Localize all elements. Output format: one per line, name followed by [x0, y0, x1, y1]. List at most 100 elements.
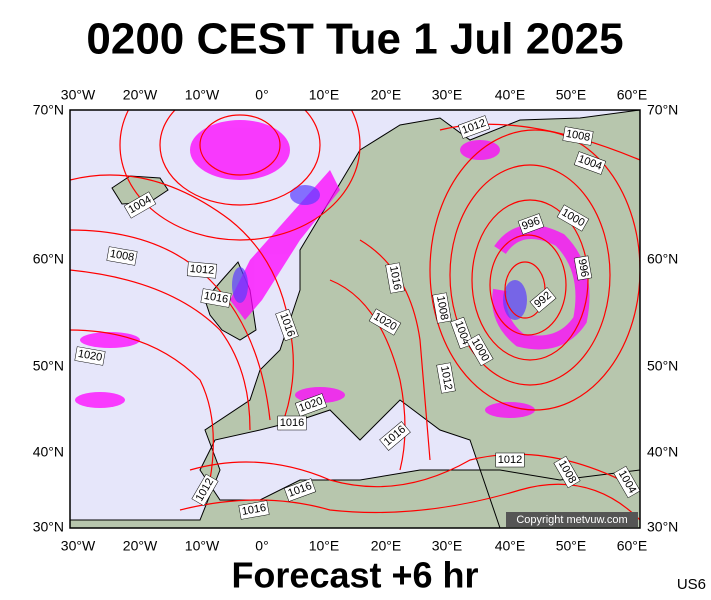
isobar-label-box	[186, 261, 218, 279]
longitude-label: 20°W	[123, 538, 158, 554]
heavy-precipitation	[232, 185, 527, 320]
isobar	[179, 483, 640, 521]
latitude-label: 40°N	[647, 444, 678, 460]
precip-area	[190, 120, 290, 180]
precip-core	[503, 280, 527, 320]
longitude-label: 20°E	[371, 87, 402, 103]
isobar-label-box	[556, 204, 590, 232]
longitude-label: 30°W	[61, 538, 96, 554]
forecast-label: Forecast +6 hr	[231, 555, 478, 596]
isobar-label-box	[123, 191, 157, 219]
isobar-label-box	[106, 246, 138, 266]
longitude-label: 30°E	[432, 87, 463, 103]
isobar-label: 1008	[106, 246, 138, 266]
precip-core	[290, 185, 320, 205]
isobar-label-box	[613, 465, 640, 499]
isobar-label-box	[294, 393, 328, 417]
isobar-label-box	[466, 333, 494, 367]
isobar	[70, 174, 294, 431]
isobar	[70, 329, 214, 481]
isobar-label-box	[573, 255, 593, 281]
isobar-value: 1012	[438, 365, 454, 391]
latitude-label: 60°N	[33, 251, 64, 267]
isobar-label-box	[495, 452, 525, 468]
precip-area	[230, 170, 340, 320]
isobar-label: 1020	[74, 346, 106, 366]
isobar-value: 1008	[565, 128, 591, 144]
copyright-box	[506, 512, 638, 527]
isobar-label: 1004	[573, 151, 607, 175]
longitude-label: 10°E	[309, 87, 340, 103]
isobar-label: 1012	[436, 362, 456, 394]
precip-area	[485, 402, 535, 418]
longitude-label: 10°E	[309, 538, 340, 554]
isobar-label: 996	[517, 213, 545, 235]
isobar-label-box	[74, 346, 106, 366]
latitude-label: 30°N	[33, 519, 64, 535]
isobar-value: 1020	[77, 348, 103, 364]
isobar-label: 1020	[294, 393, 328, 417]
longitude-label: 10°W	[185, 87, 220, 103]
longitude-label: 50°E	[556, 538, 587, 554]
isobar	[159, 110, 321, 206]
isobar-label-box	[283, 478, 317, 502]
latitude-label: 40°N	[33, 444, 64, 460]
isobar-value: 1008	[434, 295, 450, 321]
isobar-label: 1016	[277, 415, 307, 431]
isobar-value: 1012	[498, 454, 522, 466]
isobar	[359, 239, 431, 461]
isobar-label-box	[432, 292, 452, 324]
isobar-label: 1012	[495, 452, 525, 468]
longitude-label: 0°	[255, 87, 268, 103]
model-code: US6	[677, 576, 706, 593]
precip-core	[232, 267, 248, 303]
isobar-label-box	[368, 308, 402, 336]
isobar-label-box	[573, 151, 607, 175]
isobar-label: 1016	[200, 288, 232, 308]
isobar-label: 1016	[379, 421, 411, 451]
longitude-label: 40°E	[495, 87, 526, 103]
latitude-label: 50°N	[33, 358, 64, 374]
isobar-label-box	[553, 455, 581, 489]
europe-africa	[70, 110, 640, 528]
isobar	[449, 164, 611, 386]
latitude-label: 30°N	[647, 519, 678, 535]
isobar-label: 1016	[283, 478, 317, 502]
map-frame	[69, 109, 641, 529]
isobar	[199, 114, 281, 176]
longitude-label: 20°E	[371, 538, 402, 554]
isobar-label-box	[275, 308, 299, 342]
isobar-label: 996	[573, 255, 593, 281]
isobar-label-box	[436, 362, 456, 394]
longitude-label: 30°W	[61, 87, 96, 103]
isobar	[70, 229, 271, 421]
isobar-label-box	[457, 115, 491, 139]
longitude-label: 50°E	[556, 87, 587, 103]
isobar	[189, 453, 640, 491]
longitude-label: 40°E	[495, 538, 526, 554]
isobar-label-box	[379, 421, 411, 451]
isobar	[119, 110, 361, 241]
isobar-labels: 1004100810121016102010161016102010081004…	[74, 115, 640, 520]
isobar-label-box	[562, 126, 594, 146]
precip-area	[75, 392, 125, 408]
isobar-value: 1012	[189, 263, 214, 277]
longitude-label: 30°E	[432, 538, 463, 554]
longitude-label: 20°W	[123, 87, 158, 103]
latitude-label: 60°N	[647, 251, 678, 267]
isobar	[329, 279, 406, 471]
isobar	[70, 269, 251, 431]
isobar-value: 1016	[241, 502, 267, 518]
isobar-label-box	[385, 262, 405, 294]
copyright: Copyright metvuw.com	[516, 514, 627, 526]
isobar-label: 1016	[275, 308, 299, 342]
latitude-label: 50°N	[647, 358, 678, 374]
isobar-value: 996	[520, 215, 541, 233]
isobar-value: 1008	[109, 248, 135, 264]
isobar-label: 1016	[385, 262, 405, 294]
precip-area	[80, 332, 140, 348]
isobar-label: 1008	[562, 126, 594, 146]
isobar-label: 1012	[457, 115, 491, 139]
isobar	[489, 234, 567, 336]
